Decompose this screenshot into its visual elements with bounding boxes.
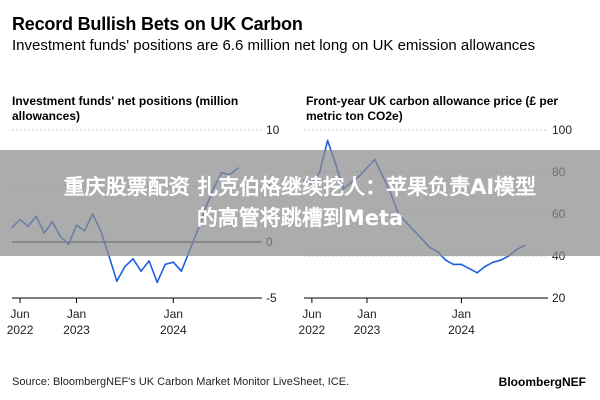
carbon-price-data-point [452,263,455,266]
net-positions-data-point [132,257,134,260]
brand-logo: BloombergNEF [498,375,586,389]
carbon-price-data-point [476,271,479,274]
source-note: Source: BloombergNEF's UK Carbon Market … [12,376,350,388]
carbon-price-x-tick-label: Jan [452,307,471,321]
carbon-price-y-tick-label: 20 [552,291,566,305]
net-positions-x-tick-label: Jan [164,307,183,321]
net-positions-data-point [124,265,126,268]
carbon-price-x-tick-label: Jun [302,307,321,321]
carbon-price-chart-title: Front-year UK carbon allowance price (£ … [306,94,559,123]
net-positions-data-point [148,260,150,262]
carbon-price-data-point [484,265,486,268]
carbon-price-x-tick-label: Jan [357,307,376,321]
carbon-price-data-point [460,263,463,266]
carbon-price-y-tick-label: 100 [552,123,572,137]
carbon-price-x-tick-label: 2024 [448,323,475,337]
carbon-price-data-point [492,261,494,264]
net-positions-chart-title: Investment funds' net positions (million… [12,94,239,123]
net-positions-y-tick-label: 10 [266,123,280,137]
net-positions-data-point [156,281,159,284]
carbon-price-data-point [326,139,329,142]
net-positions-x-tick-label: 2024 [160,323,187,337]
net-positions-x-tick-label: 2023 [63,323,90,337]
carbon-price-data-point [468,267,471,270]
net-positions-data-point [172,261,175,264]
carbon-price-x-tick-label: 2023 [354,323,381,337]
headline-line-1: 重庆股票配资 扎克伯格继续挖人：苹果负责AI模型 [63,175,537,199]
net-positions-x-tick-label: Jun [10,307,29,321]
news-headline-banner[interactable]: 重庆股票配资 扎克伯格继续挖人：苹果负责AI模型 的高管将跳槽到Meta [0,150,600,256]
net-positions-data-point [180,270,183,273]
carbon-price-x-tick-label: 2022 [299,323,326,337]
net-positions-data-point [164,263,167,266]
page-title: Record Bullish Bets on UK Carbon [12,14,303,34]
carbon-price-data-point [499,259,502,262]
carbon-price-data-point [444,259,447,262]
net-positions-x-tick-label: 2022 [7,323,34,337]
net-positions-x-tick-label: Jan [67,307,86,321]
headline-line-2: 的高管将跳槽到Meta [196,206,404,230]
net-positions-data-point [140,270,142,273]
net-positions-data-point [115,280,118,283]
page-subtitle: Investment funds' positions are 6.6 mill… [12,37,536,54]
net-positions-y-tick-label: -5 [266,291,277,305]
